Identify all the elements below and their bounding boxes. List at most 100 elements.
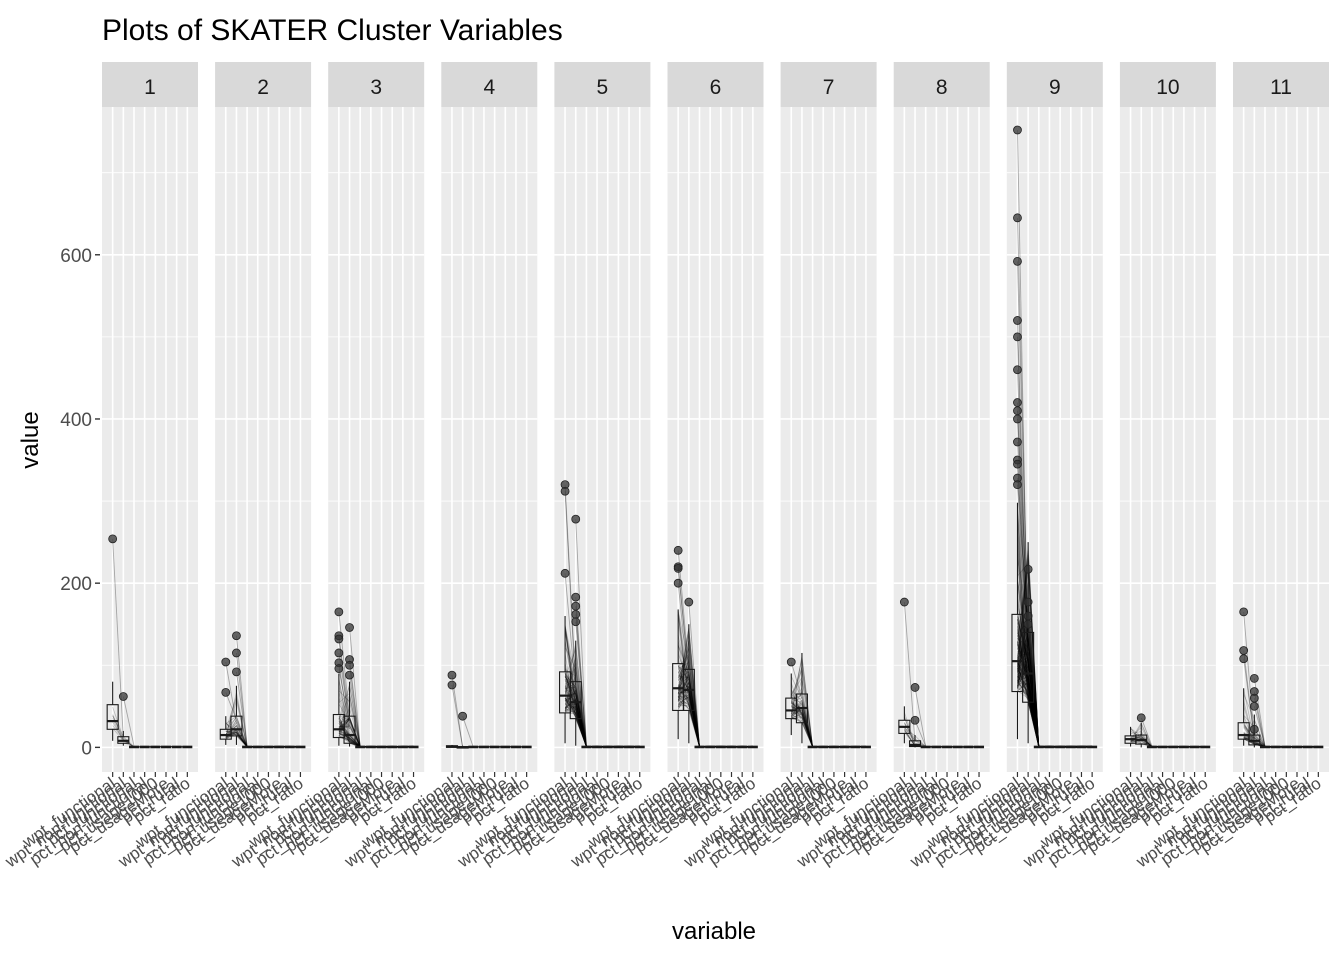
outlier-point [684, 597, 694, 607]
facet-panels: 1wpt_functionalwpt_non-functionalpct_fun… [1, 62, 1329, 872]
box-iqr [106, 704, 119, 730]
trajectory-line [575, 519, 587, 747]
outlier-point [1013, 256, 1022, 266]
outlier-point [345, 670, 354, 680]
boxplot [456, 745, 469, 749]
outlier-point [458, 711, 468, 721]
trajectory-line [1140, 717, 1153, 746]
outlier-point [334, 634, 344, 644]
outlier-point [910, 715, 920, 725]
trajectory-line [1017, 484, 1029, 669]
facet-strip [215, 62, 312, 107]
panel-background [780, 107, 877, 772]
boxplot [1237, 688, 1250, 746]
outlier-point [1013, 406, 1022, 416]
facet-strip [780, 62, 877, 107]
facet-strip [893, 62, 990, 107]
outlier-point [221, 687, 231, 697]
outlier-point [1013, 459, 1022, 469]
outlier-point [560, 486, 570, 496]
facet-strip-label: 6 [710, 76, 722, 99]
outlier-point [334, 664, 344, 673]
trajectory-line [451, 684, 464, 748]
outlier-point [1013, 213, 1022, 223]
trajectory-line [575, 614, 587, 747]
panel-background [102, 107, 198, 772]
panel-background [893, 107, 990, 772]
facet-strip-label: 11 [1270, 76, 1292, 99]
outlier-point [232, 648, 241, 658]
box-iqr [908, 740, 922, 748]
facet-panel-10: 10wpt_functionalwpt_non-functionalpct_fu… [1019, 62, 1216, 872]
boxplot [230, 685, 243, 745]
outlier-point [108, 534, 118, 544]
boxplot [682, 624, 695, 744]
y-tick-label: 200 [60, 574, 92, 595]
facet-strip-label: 5 [597, 76, 609, 99]
outlier-point [910, 683, 920, 692]
outlier-point [899, 597, 909, 607]
facet-strip [1233, 62, 1329, 107]
facet-strip-label: 2 [257, 76, 269, 99]
boxplot [785, 673, 798, 736]
trajectory-line [575, 606, 587, 746]
outlier-point [232, 631, 241, 641]
outlier-point [345, 623, 354, 632]
outlier-point [221, 657, 231, 667]
panel-background [554, 107, 651, 772]
trajectory-line [338, 611, 350, 718]
box-iqr [1237, 722, 1250, 740]
trajectory-line [338, 662, 350, 736]
outlier-point [673, 563, 683, 573]
y-tick-label: 600 [60, 246, 92, 267]
outlier-point [1239, 607, 1249, 617]
outlier-point [1239, 646, 1249, 655]
facet-strip [554, 62, 651, 107]
trajectory-line [349, 627, 361, 748]
facet-panel-5: 5wpt_functionalwpt_non-functionalpct_fun… [453, 62, 651, 872]
outlier-point [1013, 365, 1022, 375]
outlier-point [673, 578, 683, 588]
outlier-point [447, 670, 457, 680]
facet-strip-label: 1 [144, 76, 156, 99]
boxplot [1135, 722, 1148, 748]
outlier-point [1023, 611, 1033, 621]
outlier-point [571, 601, 581, 611]
trajectory-line [349, 675, 361, 747]
outlier-point [1136, 713, 1146, 723]
outlier-point [786, 657, 796, 667]
outlier-point [571, 514, 581, 524]
facet-strip-label: 9 [1049, 76, 1061, 99]
outlier-point [1013, 398, 1022, 407]
box-iqr [1022, 631, 1035, 703]
outlier-point [673, 545, 683, 555]
trajectory-line [1243, 611, 1255, 740]
trajectory-line [235, 671, 248, 746]
outlier-point [1249, 724, 1259, 734]
y-axis-title: value [17, 411, 44, 468]
facet-strip [1006, 62, 1103, 107]
trajectory-line [112, 538, 124, 739]
outlier-point [1023, 619, 1033, 629]
panel-background [1233, 107, 1329, 772]
outlier-point [1249, 674, 1259, 683]
facet-strip-label: 10 [1156, 76, 1179, 99]
facet-strip [667, 62, 764, 107]
y-axis: 0 200 400 600 [60, 246, 100, 759]
outlier-point [571, 592, 581, 602]
x-axis-title: variable [672, 918, 756, 945]
box-iqr [230, 715, 243, 737]
outlier-point [1249, 693, 1259, 703]
trajectory-line [914, 720, 927, 747]
boxplot [898, 706, 911, 744]
y-tick-label: 400 [60, 410, 92, 431]
outlier-point [232, 667, 241, 677]
facet-strip [102, 62, 198, 107]
boxplot [117, 730, 130, 746]
outlier-point [1013, 316, 1022, 325]
facet-strip-label: 8 [936, 76, 948, 99]
outlier-point [345, 660, 354, 670]
outlier-point [1249, 701, 1259, 711]
facet-strip-label: 7 [823, 76, 835, 99]
trajectory-line [564, 573, 577, 693]
